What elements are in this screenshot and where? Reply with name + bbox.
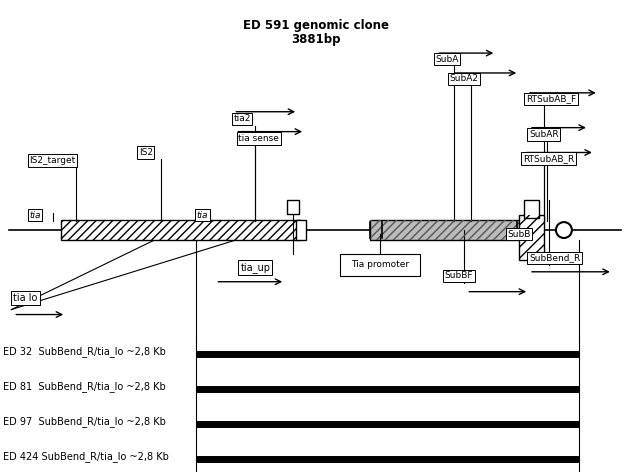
Bar	[519, 215, 544, 260]
Text: SubA2: SubA2	[449, 74, 478, 83]
Text: ED 81  SubBend_R/tia_lo ~2,8 Kb: ED 81 SubBend_R/tia_lo ~2,8 Kb	[3, 381, 166, 392]
Text: tia_up: tia_up	[240, 263, 270, 273]
Text: ED 97  SubBend_R/tia_lo ~2,8 Kb: ED 97 SubBend_R/tia_lo ~2,8 Kb	[3, 416, 166, 427]
Text: Tia promoter: Tia promoter	[351, 260, 409, 269]
Text: RTSubAB_F: RTSubAB_F	[526, 94, 576, 103]
Bar	[61, 220, 300, 240]
Text: SubBend_R: SubBend_R	[529, 254, 580, 263]
Text: ED 424 SubBend_R/tia_lo ~2,8 Kb: ED 424 SubBend_R/tia_lo ~2,8 Kb	[3, 451, 169, 462]
Text: SubB: SubB	[507, 229, 530, 238]
Text: ED 591 genomic clone: ED 591 genomic clone	[243, 19, 389, 32]
Bar	[61, 220, 300, 240]
Text: RTSubAB_R: RTSubAB_R	[523, 154, 574, 163]
Text: tia: tia	[197, 210, 208, 219]
Bar	[296, 220, 306, 240]
Text: tia lo: tia lo	[13, 293, 38, 303]
Text: IS2: IS2	[139, 148, 153, 157]
Text: tia: tia	[29, 210, 41, 219]
Text: 3881bp: 3881bp	[291, 33, 341, 46]
Bar	[287, 200, 299, 214]
Bar	[340, 254, 420, 276]
Text: tia sense: tia sense	[238, 134, 279, 143]
Circle shape	[556, 222, 572, 238]
Bar	[370, 220, 529, 240]
Bar	[370, 220, 529, 240]
Bar	[524, 200, 539, 218]
Text: SubAR: SubAR	[529, 130, 559, 139]
Text: tia2: tia2	[233, 114, 251, 123]
Text: IS2_target: IS2_target	[29, 156, 75, 165]
Text: SubBF: SubBF	[444, 272, 473, 280]
Text: ED 32  SubBend_R/tia_lo ~2,8 Kb: ED 32 SubBend_R/tia_lo ~2,8 Kb	[3, 346, 166, 357]
Text: SubA: SubA	[435, 54, 459, 63]
Bar	[519, 215, 544, 260]
